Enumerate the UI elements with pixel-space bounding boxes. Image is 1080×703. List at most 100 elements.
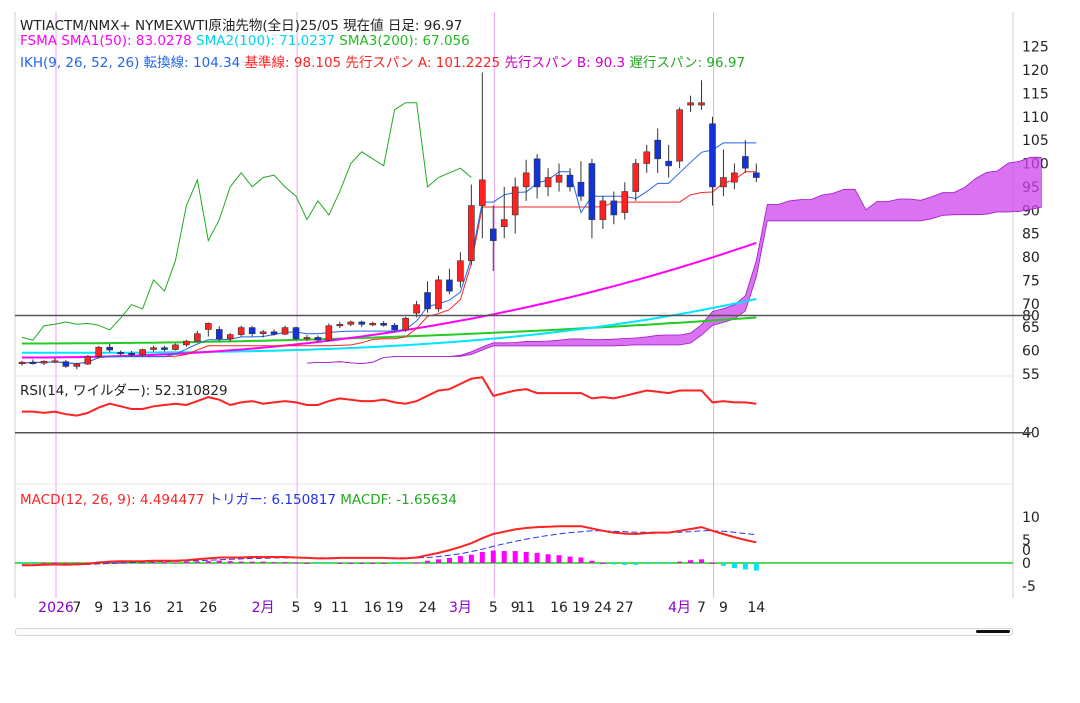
price-tick-label: 70 — [1022, 297, 1040, 313]
up-candle — [347, 321, 355, 325]
senkou-span-b-line — [306, 206, 1042, 365]
x-axis-label: 4月 — [668, 600, 691, 616]
macd-histogram-bar — [446, 557, 452, 563]
up-candle — [73, 363, 81, 367]
macdf-legend: MACDF: -1.65634 — [335, 492, 457, 508]
down-candle — [117, 352, 124, 355]
down-candle — [29, 361, 37, 364]
up-candle — [555, 174, 563, 183]
macd-histogram-bar — [611, 563, 617, 565]
x-axis-label: 5 — [292, 600, 301, 616]
price-tick-label: 110 — [1022, 110, 1049, 126]
up-candle — [139, 349, 146, 356]
price-tick-label: 120 — [1022, 63, 1049, 79]
price-tick-label: 115 — [1022, 86, 1049, 102]
up-candle — [259, 331, 267, 334]
macd-tick-label: 0 — [1022, 556, 1031, 572]
sma1-line — [22, 241, 757, 359]
macd-histogram-bar — [742, 563, 748, 570]
down-candle — [665, 160, 672, 167]
up-candle — [621, 191, 629, 213]
x-axis-label: 26 — [199, 600, 217, 616]
macd-histogram-bar — [326, 563, 332, 564]
price-tick-label: 85 — [1022, 227, 1040, 243]
macd-histogram-bar — [381, 563, 387, 564]
up-candle — [325, 325, 333, 341]
x-axis-label: 9 — [511, 600, 520, 616]
macd-histogram-bar — [457, 556, 463, 563]
tenkan-legend: IKH(9, 26, 52, 26) 転換線: 104.34 — [20, 55, 241, 71]
macd-histogram-bar — [271, 562, 277, 564]
down-candle — [742, 156, 749, 169]
macd-histogram-bar — [622, 563, 628, 565]
macd-histogram-bar — [435, 559, 441, 563]
macd-histogram-bar — [666, 563, 672, 564]
down-candle — [391, 324, 398, 331]
up-candle — [479, 179, 486, 206]
macd-tick-label: -5 — [1022, 579, 1036, 595]
macd-histogram-bar — [556, 555, 562, 563]
up-candle — [95, 346, 103, 357]
down-candle — [588, 163, 596, 220]
macd-histogram-bar — [490, 550, 496, 563]
up-candle — [731, 172, 738, 183]
rsi-line — [22, 376, 757, 417]
kijun-line — [21, 171, 757, 365]
up-candle — [457, 260, 464, 282]
x-axis-label: 11 — [517, 600, 535, 616]
up-candle — [303, 337, 311, 340]
macd-histogram-bar — [655, 563, 661, 564]
macd-histogram-bar — [479, 551, 485, 563]
sma3-line — [22, 316, 757, 345]
macd-line-legend: MACD(12, 26, 9): 4.494477 — [20, 492, 205, 508]
x-axis-label: 13 — [112, 600, 130, 616]
macd-histogram-bar — [633, 563, 639, 565]
up-candle — [435, 279, 442, 310]
up-candle — [40, 360, 48, 364]
macd-histogram-bar — [545, 554, 551, 563]
macd-histogram-bar — [709, 563, 715, 564]
macd-histogram-bar — [249, 561, 255, 563]
macd-histogram-bar — [567, 556, 573, 563]
down-candle — [270, 331, 278, 335]
up-candle — [720, 177, 727, 188]
up-candle — [676, 109, 683, 162]
down-candle — [161, 347, 168, 350]
down-candle — [128, 353, 135, 356]
macd-histogram-bar — [282, 562, 288, 564]
x-axis-label: 19 — [386, 600, 404, 616]
rsi-tick-label: 40 — [1022, 426, 1040, 442]
macd-histogram-bar — [52, 562, 58, 564]
up-candle — [500, 219, 508, 227]
macd-histogram-bar — [468, 554, 474, 563]
macd-histogram-bar — [370, 563, 376, 564]
up-candle — [632, 163, 640, 192]
trigger-legend: トリガー: 6.150817 — [204, 492, 336, 508]
price-tick-label: 60 — [1022, 344, 1040, 360]
sma3-legend: SMA3(200): 67.056 — [335, 33, 470, 49]
down-candle — [577, 181, 585, 197]
up-candle — [643, 151, 651, 164]
sma2-legend: SMA2(100): 71.0237 — [191, 33, 336, 49]
up-candle — [402, 317, 409, 331]
price-tick-label: 105 — [1022, 133, 1049, 149]
x-axis-label: 7 — [697, 600, 706, 616]
sma1-legend: FSMA SMA1(50): 83.0278 — [20, 33, 192, 49]
down-candle — [106, 346, 113, 351]
price-tick-label: 80 — [1022, 250, 1040, 266]
macd-histogram-bar — [216, 560, 222, 563]
scrollbar-thumb[interactable] — [976, 630, 1010, 633]
macd-histogram-bar — [512, 551, 518, 563]
x-axis-label: 24 — [594, 600, 612, 616]
tenkan-line — [21, 142, 757, 365]
horizontal-scrollbar[interactable] — [15, 628, 1013, 636]
up-candle — [468, 205, 475, 262]
x-axis-label: 21 — [167, 600, 185, 616]
up-candle — [51, 360, 59, 363]
macd-histogram-bar — [172, 562, 178, 564]
down-candle — [62, 361, 70, 367]
up-candle — [84, 356, 92, 365]
x-axis-label: 16 — [550, 600, 568, 616]
